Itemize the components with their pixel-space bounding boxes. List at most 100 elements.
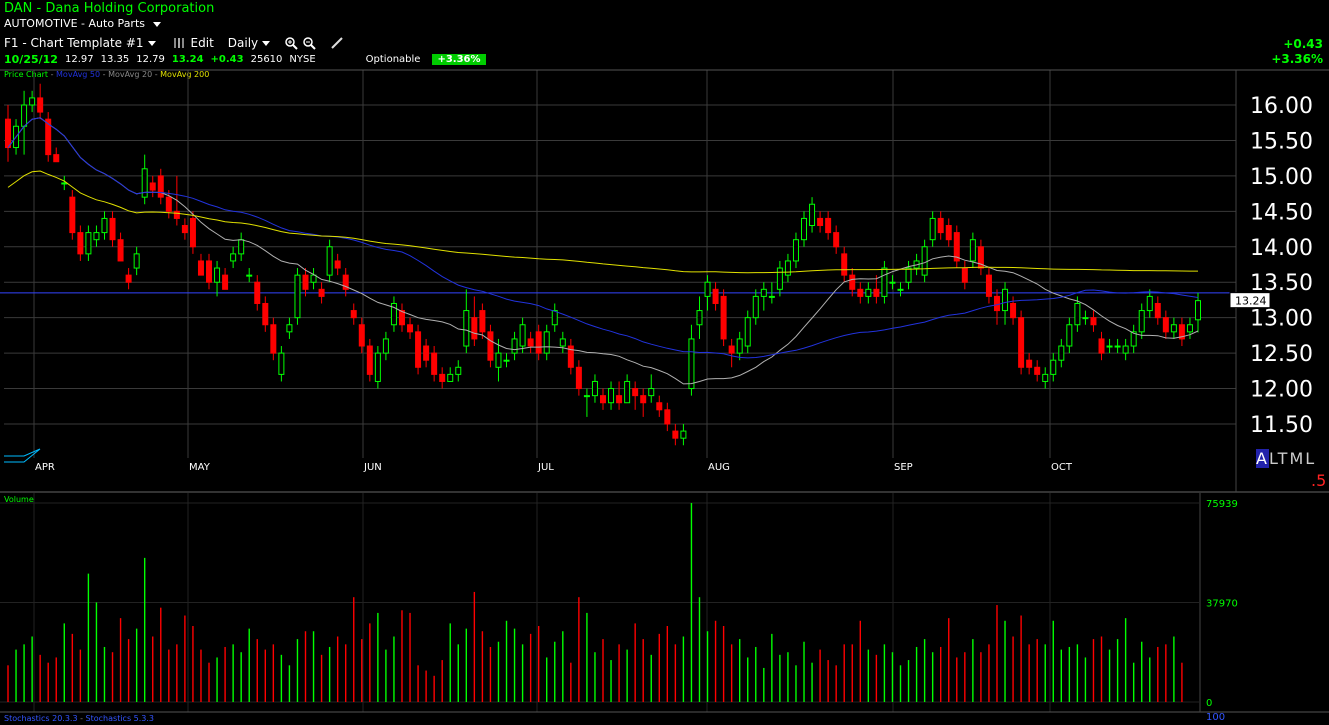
candle-body [390,302,397,326]
candle-body [583,395,590,398]
ma200-line [7,170,1198,274]
candle-body [101,217,108,234]
volume-tick-label: 75939 [1206,499,1238,510]
candle-body [431,352,438,375]
symbol-title: DAN - Dana Holding Corporation [4,1,214,16]
candle-body [608,388,615,404]
candle-body [1186,324,1193,333]
candle-body [921,246,928,276]
candle-body [1010,302,1017,319]
candle-body [214,267,221,283]
legend-ma50[interactable]: MovAvg 50 [56,70,101,79]
price-tick-label: 15.50 [1250,129,1313,154]
candle-body [712,288,719,304]
draw-tool-button[interactable] [330,36,344,50]
candle-body [310,274,317,283]
edit-label: Edit [190,36,214,50]
zoom-out-button[interactable] [302,36,316,50]
candle-body [1090,317,1097,326]
candle-body [961,267,968,283]
quote-change: +0.43 [210,54,244,65]
template-dropdown[interactable]: F1 - Chart Template #1 [4,36,156,50]
candle-body [559,338,566,347]
candle-body [1146,295,1153,312]
candle-body [929,217,936,241]
chart-toolbar: F1 - Chart Template #1 Edit Daily [4,35,358,51]
quote-date: 10/25/12 [4,53,58,66]
candle-body [744,317,751,347]
candle-body [407,324,414,333]
chevron-down-icon [147,40,156,46]
candle-body [1058,345,1065,361]
candle-body [1082,317,1089,320]
candle-body [543,331,550,354]
legend-ma20[interactable]: MovAvg 20 [108,70,153,79]
zoom-out-icon [303,37,316,50]
edit-button[interactable]: Edit [173,36,214,50]
candle-body [423,345,430,361]
chevron-down-icon [262,40,271,46]
zoom-in-button[interactable] [284,36,298,50]
candle-body [133,253,140,269]
candle-body [222,274,229,290]
legend-ma200[interactable]: MovAvg 200 [160,70,210,79]
pct-change-badge: +3.36% [432,54,486,65]
candle-body [624,380,631,404]
month-tick-label: SEP [894,462,913,473]
candle-body [519,324,526,347]
chevron-down-icon [152,21,161,27]
candle-body [889,281,896,284]
candle-body [455,366,462,375]
bar-chart-icon [173,38,186,48]
alt-button-rest[interactable]: LTML [1268,449,1317,468]
candle-body [479,310,486,333]
sector: AUTOMOTIVE [4,17,78,30]
price-tick-label: 15.00 [1250,165,1313,190]
candles [5,83,1201,446]
candle-body [768,295,775,298]
candle-body [776,267,783,290]
candle-body [1154,302,1161,319]
candle-body [1195,300,1201,321]
stoch-2[interactable]: Stochastics 5.3.3 [85,714,155,723]
candle-body [1066,324,1073,347]
interval-dropdown[interactable]: Daily [228,36,271,50]
quote-exchange: NYSE [289,54,316,65]
candle-body [366,345,373,375]
candle-body [77,232,84,255]
price-tick-label: 11.50 [1250,413,1313,438]
candle-body [5,118,11,149]
alt-tml-buttons[interactable]: ALTML [1256,449,1316,468]
candle-body [680,430,687,439]
candle-body [696,310,703,326]
template-label: F1 - Chart Template #1 [4,36,144,50]
price-tick-label: 12.50 [1250,342,1313,367]
stoch-1[interactable]: Stochastics 20.3.3 [4,714,78,723]
candle-body [977,246,984,269]
candle-body [189,217,196,248]
last-price-box [1229,292,1271,309]
candle-body [238,239,245,255]
candle-body [278,352,285,375]
symbol[interactable]: DAN [4,1,33,16]
candle-body [463,310,470,347]
candle-body [181,225,188,234]
candle-body [358,324,365,347]
candle-body [318,288,325,297]
candle-body [85,232,92,255]
quote-last: 13.24 [171,54,204,65]
candle-body [286,324,293,333]
change-pct: +3.36% [1271,52,1323,66]
stoch-value: 100 [1206,712,1226,723]
candle-body [817,217,824,227]
candle-body [616,395,623,404]
sector-dropdown[interactable]: AUTOMOTIVE - Auto Parts [4,17,161,30]
alt-button-a[interactable]: A [1256,449,1269,468]
price-tick-label: 14.50 [1250,200,1313,225]
candle-body [1114,345,1121,348]
candle-body [632,388,639,397]
legend-price[interactable]: Price Chart [4,70,49,79]
month-tick-label: AUG [708,462,730,473]
candle-body [342,274,349,290]
